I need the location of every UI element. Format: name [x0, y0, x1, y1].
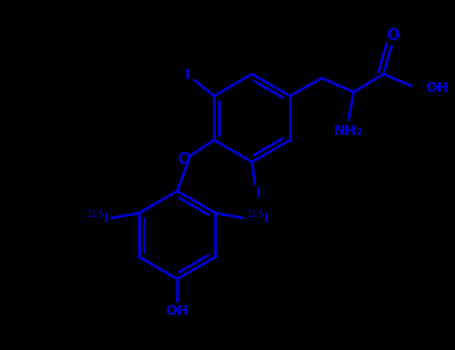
Text: $^{125}$I: $^{125}$I [246, 210, 268, 226]
Text: O: O [386, 28, 399, 43]
Text: O: O [177, 153, 191, 168]
Text: I: I [255, 186, 261, 200]
Text: OH: OH [425, 81, 449, 95]
Text: NH₂: NH₂ [334, 124, 363, 138]
Text: I: I [185, 68, 190, 82]
Text: OH: OH [166, 304, 189, 318]
Text: $^{125}$I: $^{125}$I [86, 210, 108, 226]
